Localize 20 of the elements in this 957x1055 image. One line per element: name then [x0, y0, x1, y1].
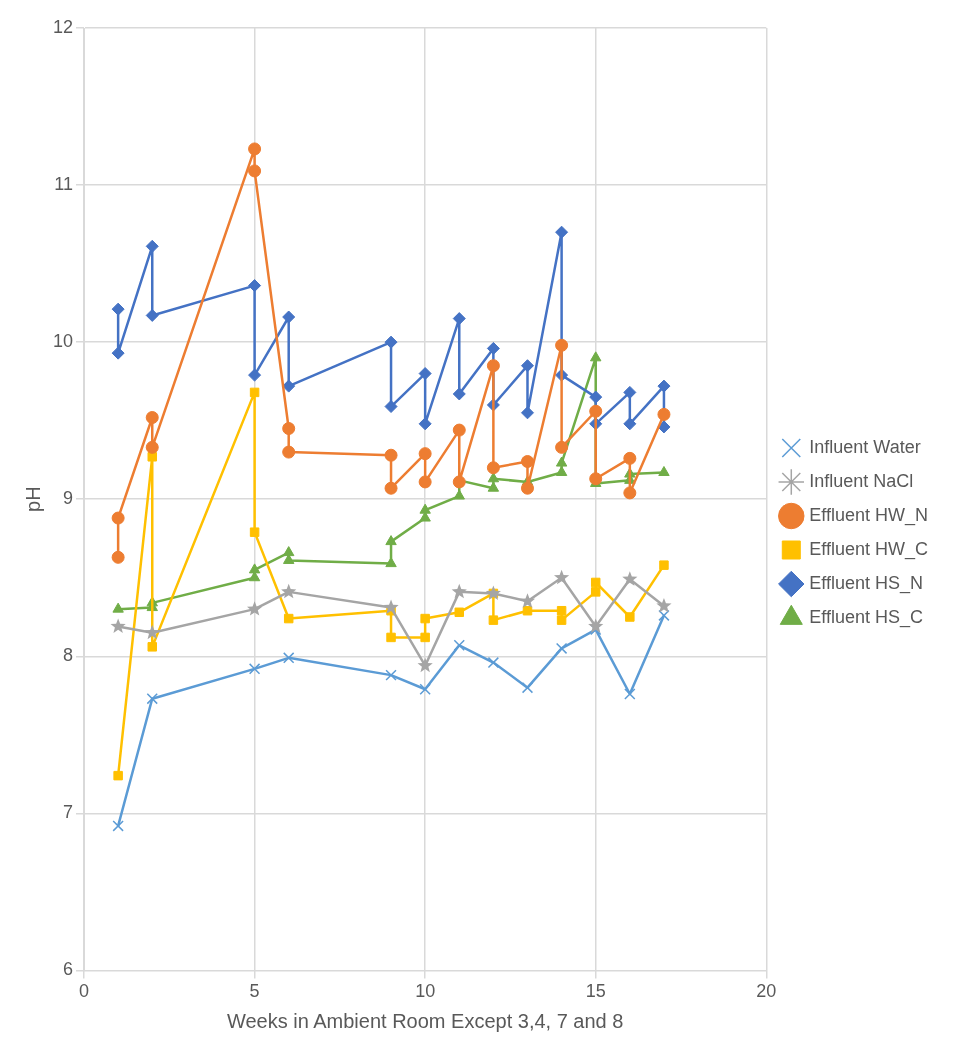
x-tick-label: 5 — [249, 981, 260, 1002]
y-tick-label: 7 — [63, 802, 74, 823]
x-tick-label: 15 — [585, 981, 606, 1002]
y-tick-label: 10 — [52, 331, 74, 352]
legend-label: Effluent HS_C — [809, 606, 924, 628]
legend-label: Influent Water — [809, 436, 921, 457]
x-tick-label: 10 — [415, 981, 436, 1002]
x-tick-label: 20 — [756, 981, 777, 1002]
x-axis-title: Weeks in Ambient Room Except 3,4, 7 and 8 — [226, 1009, 624, 1032]
y-tick-label: 12 — [52, 16, 74, 37]
legend-label: Effluent HW_C — [809, 538, 928, 560]
legend-label: Effluent HW_N — [809, 504, 928, 526]
legend-label: Effluent HS_N — [809, 572, 924, 594]
y-tick-label: 6 — [63, 959, 74, 980]
y-tick-label: 9 — [63, 488, 74, 509]
y-tick-label: 8 — [63, 645, 74, 666]
y-tick-label: 11 — [54, 174, 74, 195]
legend-label: Influent NaCl — [809, 470, 914, 491]
x-tick-label: 0 — [79, 981, 90, 1002]
y-axis-title: pH — [21, 486, 44, 512]
